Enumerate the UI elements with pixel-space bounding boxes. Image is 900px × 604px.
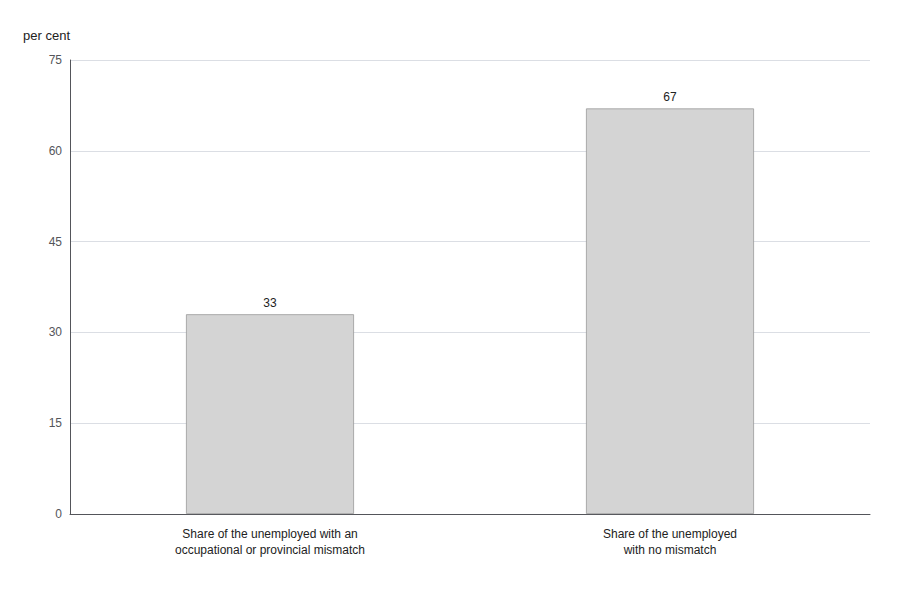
svg-text:15: 15 (49, 416, 63, 430)
svg-text:45: 45 (49, 235, 63, 249)
svg-text:75: 75 (49, 53, 63, 67)
svg-text:60: 60 (49, 144, 63, 158)
svg-text:67: 67 (663, 90, 677, 104)
svg-text:occupational or provincial mis: occupational or provincial mismatch (175, 543, 365, 557)
svg-text:Share of the unemployed: Share of the unemployed (603, 527, 737, 541)
svg-text:Share of the unemployed with a: Share of the unemployed with an (182, 527, 357, 541)
svg-text:30: 30 (49, 325, 63, 339)
svg-text:with no mismatch: with no mismatch (623, 543, 717, 557)
svg-text:0: 0 (55, 507, 62, 521)
svg-text:per cent: per cent (23, 28, 70, 43)
svg-text:33: 33 (263, 296, 277, 310)
